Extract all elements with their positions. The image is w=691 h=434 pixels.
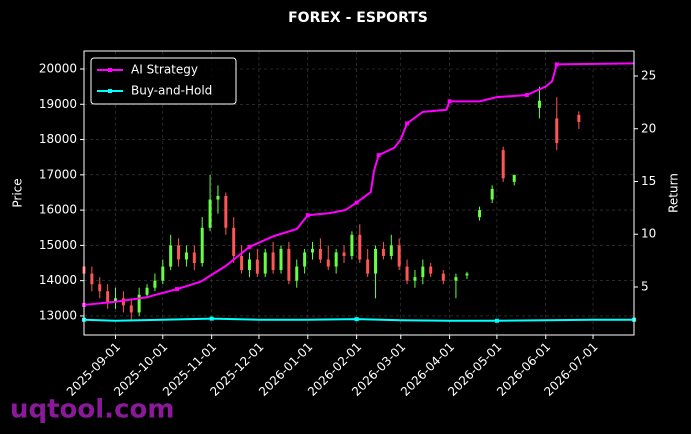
candle-body — [184, 252, 188, 260]
candle-body — [441, 273, 445, 281]
y2-tick-label: 5 — [641, 279, 649, 293]
legend-label: AI Strategy — [131, 63, 198, 77]
legend-box — [90, 57, 237, 105]
candle-body — [137, 294, 141, 313]
candle-body — [114, 298, 118, 302]
candle-body — [405, 266, 409, 281]
candle-body — [389, 245, 393, 256]
legend: AI Strategy Buy-and-Hold — [90, 57, 237, 105]
candle-body — [247, 259, 251, 271]
y-tick-label: 16000 — [39, 203, 77, 217]
candle-body — [240, 255, 244, 271]
y-tick-label: 13000 — [39, 308, 77, 322]
line-marker — [174, 287, 179, 292]
candle-body — [326, 259, 330, 267]
line-series — [83, 317, 634, 322]
candle-body — [129, 305, 133, 313]
y-tick-label: 14000 — [39, 273, 77, 287]
candle-body — [454, 277, 458, 281]
y2-axis-label: Return — [667, 173, 681, 213]
watermark: uqtool.com — [10, 395, 174, 425]
candle-body — [342, 252, 346, 256]
candle-body — [374, 248, 378, 274]
candle-body — [397, 245, 401, 267]
y2-tick-label: 15 — [641, 174, 656, 188]
candle-body — [555, 118, 559, 144]
candle-body — [512, 174, 516, 182]
candle-body — [279, 248, 283, 271]
y2-tick-label: 20 — [641, 121, 656, 135]
plot-frame — [83, 50, 635, 336]
candle-body — [465, 273, 469, 276]
y-tick-label: 15000 — [39, 238, 77, 252]
candle-body — [224, 195, 228, 228]
line-marker — [447, 99, 452, 104]
candle-body — [106, 291, 110, 302]
candle-body — [208, 199, 212, 228]
candle-body — [161, 266, 165, 281]
legend-label: Buy-and-Hold — [131, 84, 212, 98]
candle-body — [98, 284, 102, 292]
candle-body — [334, 252, 338, 267]
line-marker — [247, 244, 252, 249]
candle-body — [413, 277, 417, 281]
line-marker — [354, 317, 359, 322]
y-tick-label: 19000 — [39, 97, 77, 111]
candle-body — [429, 266, 433, 274]
candle-body — [501, 150, 505, 179]
candle-body — [311, 248, 315, 253]
candle-body — [177, 245, 181, 260]
candle-body — [232, 227, 236, 256]
candle-body — [421, 266, 425, 278]
candle-body — [90, 273, 94, 285]
candle-body — [303, 252, 307, 267]
y-tick-label: 17000 — [39, 167, 77, 181]
candle-body — [358, 234, 362, 260]
candle-body — [169, 245, 173, 267]
candle-body — [216, 195, 220, 200]
line-marker — [554, 62, 559, 67]
candle-body — [287, 248, 291, 281]
line-marker — [305, 213, 310, 218]
line-marker — [524, 92, 529, 97]
candle-body — [295, 266, 299, 281]
candle-body — [577, 114, 581, 122]
candle-body — [350, 234, 354, 256]
candle-body — [153, 280, 157, 288]
candle-body — [255, 259, 259, 274]
candle-body — [192, 252, 196, 264]
candle-body — [121, 298, 125, 306]
candle-body — [478, 210, 482, 218]
chart-title: FOREX - ESPORTS — [288, 10, 428, 26]
candle-body — [263, 252, 267, 274]
line-marker — [405, 121, 410, 126]
candle-body — [318, 248, 322, 260]
y-tick-label: 18000 — [39, 132, 77, 146]
legend-swatch-marker — [108, 89, 112, 93]
candle-body — [200, 227, 204, 264]
y2-tick-label: 10 — [641, 227, 656, 241]
y-tick-label: 20000 — [39, 61, 77, 75]
y2-tick-label: 25 — [641, 69, 656, 83]
candle-body — [490, 188, 494, 200]
candle-body — [537, 100, 541, 108]
candle-body — [271, 252, 275, 271]
line-marker — [209, 316, 214, 321]
legend-swatch-marker — [108, 68, 112, 72]
line-series — [83, 62, 635, 306]
line-marker — [494, 318, 499, 323]
line-marker — [354, 200, 359, 205]
candle-body — [366, 259, 370, 274]
y-axis-label: Price — [11, 178, 25, 207]
candle-body — [145, 287, 149, 295]
candle-body — [381, 248, 385, 256]
line-marker — [376, 153, 381, 158]
